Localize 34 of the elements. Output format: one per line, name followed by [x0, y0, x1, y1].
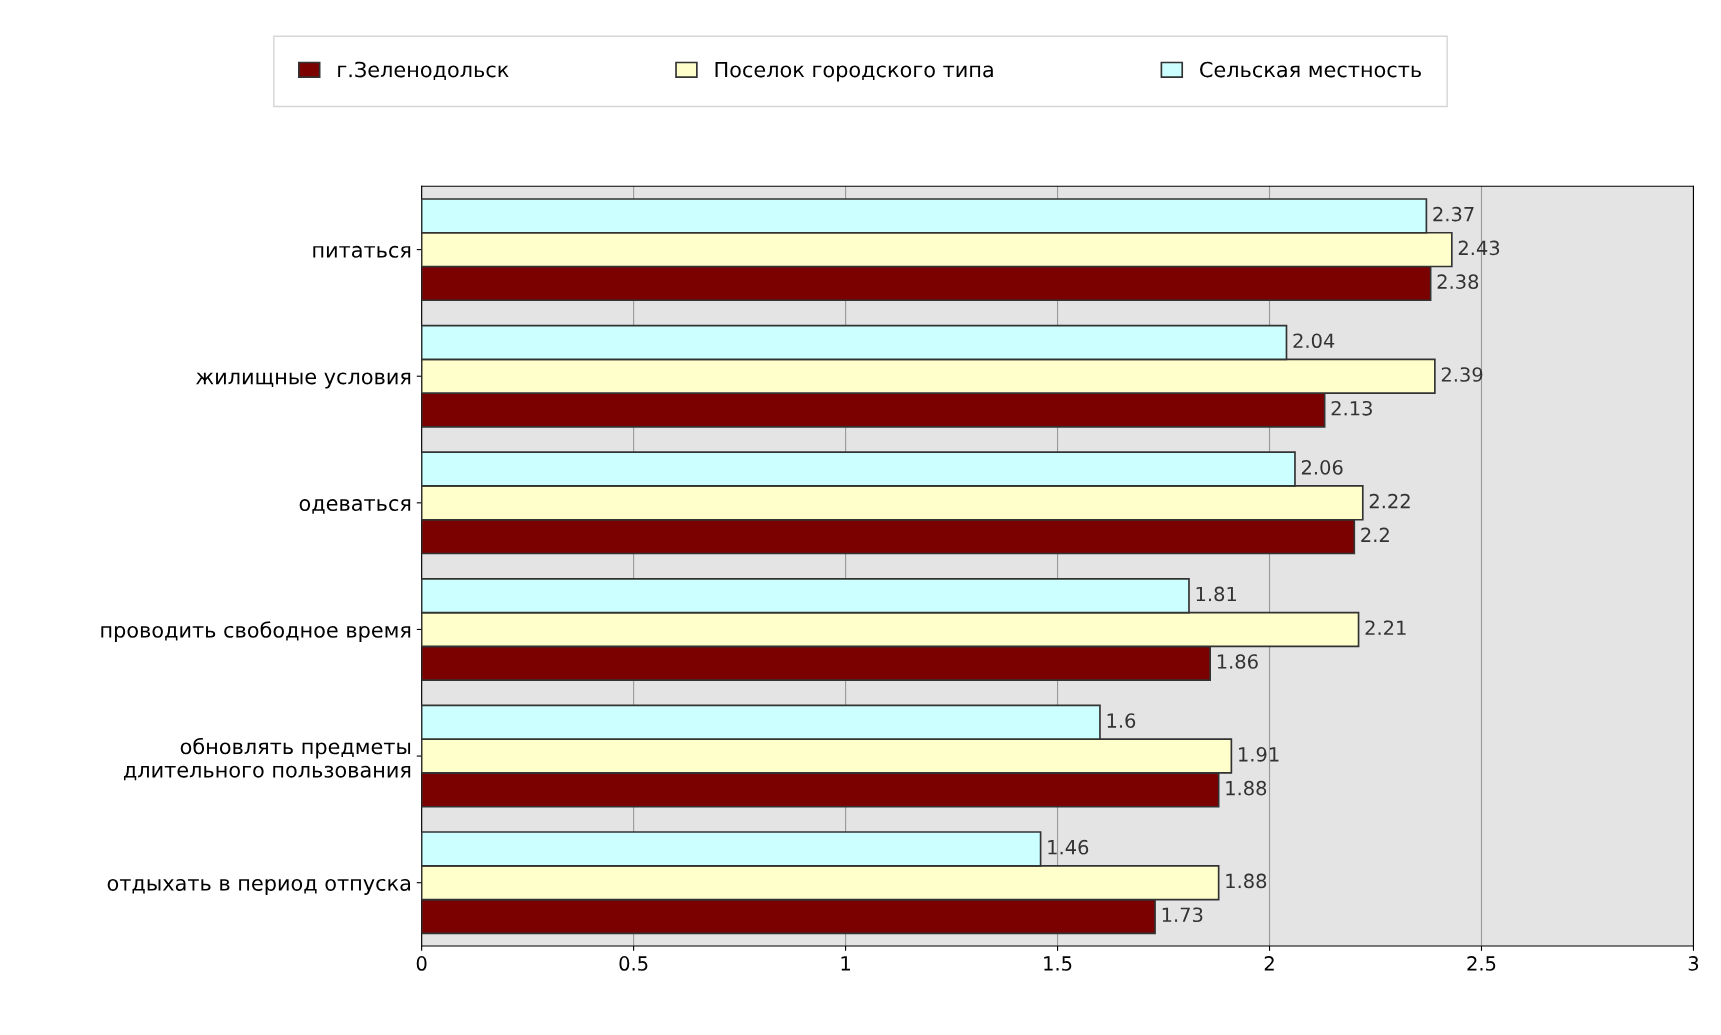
- x-tick-label: 2.5: [1467, 956, 1496, 971]
- data-label: 2.39: [1441, 367, 1483, 382]
- data-label: 2.22: [1369, 493, 1410, 509]
- data-label: 2.43: [1458, 240, 1500, 256]
- y-tick-label: питаться: [313, 245, 411, 258]
- y-tick-label: отдыхать в период отпуска: [107, 878, 411, 895]
- data-label: 2.2: [1361, 527, 1389, 542]
- data-label: 1.6: [1107, 713, 1136, 728]
- x-tick-label: 3: [1688, 956, 1699, 971]
- x-tick-label: 0.5: [619, 956, 648, 971]
- legend-label: г.Зеленодольск: [338, 61, 509, 80]
- x-tick-label: 1.5: [1044, 956, 1072, 971]
- x-tick-label: 0: [416, 956, 427, 971]
- data-label: 2.38: [1437, 274, 1479, 290]
- data-label: 1.86: [1217, 654, 1258, 669]
- data-label: 2.13: [1331, 400, 1372, 416]
- y-tick-label: жилищные условия: [196, 372, 411, 389]
- data-label: 1.46: [1048, 839, 1089, 855]
- x-tick-label: 1: [841, 956, 850, 971]
- y-tick-label: одеваться: [299, 499, 411, 514]
- data-label: 1.88: [1226, 873, 1267, 889]
- legend-label: Поселок городского типа: [715, 61, 993, 82]
- data-label: 2.06: [1301, 460, 1343, 475]
- legend-label: Сельская местность: [1200, 61, 1421, 78]
- data-label: 2.37: [1433, 206, 1474, 222]
- y-tick-label: обновлять предметы длительного пользования: [123, 737, 411, 781]
- y-tick-label: проводить свободное время: [101, 621, 411, 642]
- data-label: 1.81: [1196, 586, 1237, 602]
- data-label: 2.21: [1365, 620, 1406, 635]
- x-tick-label: 2: [1264, 956, 1274, 971]
- data-label: 1.88: [1226, 780, 1267, 796]
- data-label: 1.91: [1239, 747, 1279, 762]
- data-label: 1.73: [1162, 907, 1203, 923]
- data-label: 2.04: [1293, 333, 1335, 349]
